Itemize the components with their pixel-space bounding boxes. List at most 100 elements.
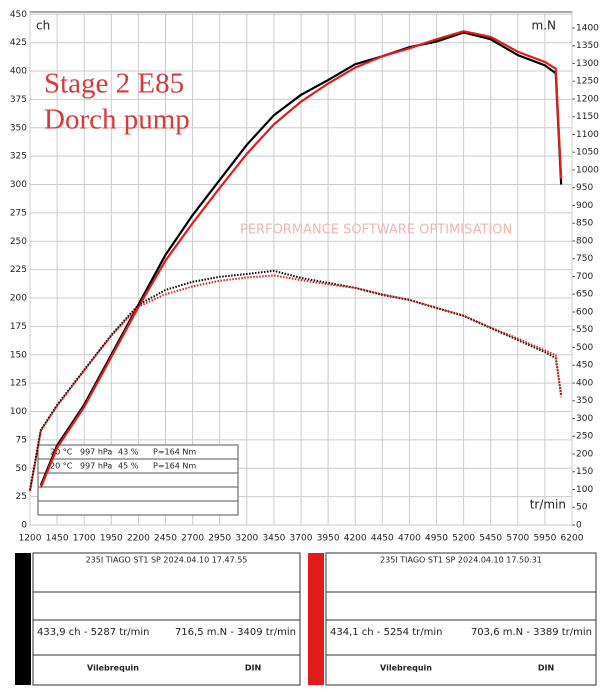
x-tick-label: 1700 [73, 534, 96, 544]
y-tick-label: 375 [10, 95, 27, 105]
y2-tick-label: 300 [576, 414, 593, 424]
y2-tick-label: 1200 [576, 94, 599, 104]
y2-tick-label: 600 [576, 307, 593, 317]
y2-axis-label: m.N [532, 19, 556, 33]
run-swatch [15, 553, 31, 685]
y2-tick-label: 1350 [576, 41, 599, 51]
y-tick-label: 0 [21, 521, 27, 531]
conditions-box [37, 444, 239, 516]
y-tick-label: 125 [10, 379, 27, 389]
x-tick-label: 6200 [561, 534, 584, 544]
y-tick-label: 325 [10, 152, 27, 162]
x-tick-label: 1200 [19, 534, 42, 544]
y2-tick-label: 800 [576, 236, 593, 246]
y-tick-label: 300 [10, 180, 27, 190]
x-tick-label: 4450 [371, 534, 394, 544]
x-tick-label: 2200 [127, 534, 150, 544]
y2-tick-label: 1250 [576, 77, 599, 87]
series-line [29, 274, 563, 492]
y2-tick-label: 500 [576, 343, 593, 353]
run-torque: 716,5 m.N - 3409 tr/min [175, 627, 296, 638]
x-tick-label: 5700 [506, 534, 529, 544]
run-swatch [308, 553, 324, 685]
x-tick-label: 5200 [452, 534, 475, 544]
x-tick-label: 1450 [46, 534, 69, 544]
x-tick-label: 5450 [479, 534, 502, 544]
y2-tick-label: 900 [576, 201, 593, 211]
y2-tick-label: 850 [576, 219, 593, 229]
y-tick-label: 450 [10, 10, 27, 20]
watermark: PERFORMANCE SOFTWARE OPTIMISATION [240, 223, 512, 238]
y-tick-label: 275 [10, 208, 27, 218]
condition-value: P=164 Nm [153, 448, 196, 457]
run-crank: Vilebrequin [380, 664, 432, 673]
condition-value: 20 °C [50, 448, 73, 457]
condition-value: 997 hPa [80, 448, 112, 457]
annotation: Stage 2 E85 [44, 68, 184, 100]
run-torque: 703,6 m.N - 3389 tr/min [471, 627, 592, 638]
x-tick-label: 4200 [344, 534, 367, 544]
y-tick-label: 225 [10, 265, 27, 275]
run-title: 235I TIAGO ST1 SP 2024.04.10 17.50.31 [380, 556, 542, 565]
y2-tick-label: 550 [576, 325, 593, 335]
y-tick-label: 150 [10, 350, 27, 360]
y2-tick-label: 1100 [576, 130, 599, 140]
series-line [39, 30, 563, 488]
y-tick-label: 25 [16, 492, 27, 502]
x-tick-label: 3950 [317, 534, 340, 544]
run-power: 433,9 ch - 5287 tr/min [37, 627, 150, 638]
y-tick-label: 175 [10, 322, 27, 332]
y2-tick-label: 700 [576, 272, 593, 282]
y2-tick-label: 250 [576, 432, 593, 442]
run-power: 434,1 ch - 5254 tr/min [330, 627, 443, 638]
run-title: 235I TIAGO ST1 SP 2024.04.10 17.47.55 [86, 556, 248, 565]
y2-tick-label: 650 [576, 290, 593, 300]
y2-tick-label: 50 [576, 503, 588, 513]
y2-tick-label: 1300 [576, 59, 599, 69]
run-panel [32, 552, 301, 686]
y-tick-label: 50 [16, 464, 28, 474]
y2-tick-label: 0 [576, 521, 582, 531]
y-tick-label: 425 [10, 38, 27, 48]
condition-value: 43 % [118, 448, 139, 457]
x-axis-label: tr/min [530, 498, 566, 512]
x-tick-label: 3200 [235, 534, 258, 544]
x-tick-label: 2950 [208, 534, 231, 544]
x-tick-label: 4700 [398, 534, 421, 544]
y2-tick-label: 150 [576, 467, 593, 477]
condition-value: 997 hPa [80, 462, 112, 471]
y-axis-label: ch [36, 19, 50, 33]
y2-tick-label: 950 [576, 183, 593, 193]
y-tick-label: 350 [10, 123, 27, 133]
y-tick-label: 400 [10, 67, 27, 77]
y-tick-label: 75 [16, 435, 27, 445]
y2-tick-label: 750 [576, 254, 593, 264]
x-tick-label: 5950 [533, 534, 556, 544]
x-tick-label: 2700 [181, 534, 204, 544]
y2-tick-label: 1000 [576, 165, 599, 175]
condition-value: 20 °C [50, 462, 73, 471]
condition-value: 45 % [118, 462, 139, 471]
x-tick-label: 1950 [100, 534, 123, 544]
x-tick-label: 3700 [290, 534, 313, 544]
y2-tick-label: 450 [576, 361, 593, 371]
condition-value: P=164 Nm [153, 462, 196, 471]
annotation: Dorch pump [44, 104, 190, 136]
y2-tick-label: 400 [576, 378, 593, 388]
x-tick-label: 4950 [425, 534, 448, 544]
y2-tick-label: 1050 [576, 148, 599, 158]
run-panel [325, 552, 597, 686]
run-standard: DIN [245, 664, 261, 673]
y2-tick-label: 200 [576, 449, 593, 459]
y-tick-label: 100 [10, 407, 27, 417]
y-tick-label: 200 [10, 294, 27, 304]
y2-tick-label: 350 [576, 396, 593, 406]
y2-tick-label: 1400 [576, 23, 599, 33]
y-tick-label: 250 [10, 237, 27, 247]
y2-tick-label: 1150 [576, 112, 599, 122]
run-standard: DIN [538, 664, 554, 673]
x-tick-label: 2450 [154, 534, 177, 544]
x-tick-label: 3450 [262, 534, 285, 544]
